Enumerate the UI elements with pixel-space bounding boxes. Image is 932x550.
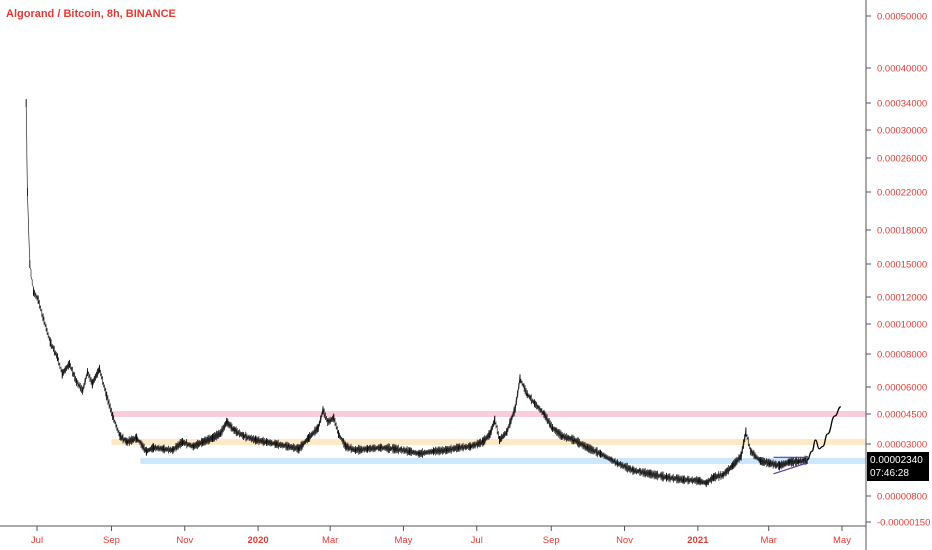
price-tick-label: 0.00022000	[877, 188, 927, 199]
price-tick-label: 0.00034000	[877, 99, 927, 110]
support-resistance-zones	[111, 411, 866, 464]
last-price-value: 0.00002340	[870, 455, 923, 466]
price-tick-label: 0.00018000	[877, 226, 927, 237]
price-tick-label: 0.00050000	[877, 12, 927, 23]
time-tick-label: Nov	[616, 535, 633, 546]
price-series-line	[25, 99, 808, 487]
price-tick-label: 0.00015000	[877, 260, 927, 271]
bar-countdown: 07:46:28	[870, 468, 909, 479]
triangle-pattern-lines	[773, 456, 807, 475]
support-resistance-zone	[111, 411, 866, 417]
price-tick-label: -0.00000150	[877, 518, 930, 529]
price-tick-label: 0.00010000	[877, 320, 927, 331]
price-tick-label: 0.00030000	[877, 126, 927, 137]
time-tick-label: May	[394, 535, 412, 546]
time-tick-label: Sep	[103, 535, 120, 546]
price-tick-label: 0.00000800	[877, 492, 927, 503]
time-tick-label: Mar	[322, 535, 338, 546]
price-tick-label: 0.00003000	[877, 440, 927, 451]
last-price-badge: 0.00002340 07:46:28	[867, 452, 929, 481]
projection-path	[806, 406, 842, 461]
price-axis-ticks: 0.00050000 0.00040000 0.00034000 0.00030000…	[866, 12, 930, 529]
price-series-layer	[25, 99, 808, 488]
time-tick-label: Nov	[176, 535, 193, 546]
time-tick-label: Jul	[471, 535, 483, 546]
chart-title: Algorand / Bitcoin, 8h, BINANCE	[6, 8, 176, 20]
time-tick-label: 2021	[687, 535, 709, 546]
projection-layer	[806, 406, 842, 461]
support-resistance-zone	[111, 439, 866, 445]
triangle-lower-line	[773, 462, 807, 475]
price-tick-label: 0.00040000	[877, 64, 927, 75]
time-axis-ticks: Jul Sep Nov 2020 Mar May Jul Sep Nov 2021 Mar May	[31, 526, 851, 546]
price-tick-label: 0.00004500	[877, 410, 927, 421]
time-tick-label: 2020	[248, 535, 269, 546]
price-tick-label: 0.00006000	[877, 383, 927, 394]
time-tick-label: Jul	[31, 535, 43, 546]
price-tick-label: 0.00012000	[877, 293, 927, 304]
support-resistance-zone	[140, 457, 866, 464]
price-tick-label: 0.00008000	[877, 350, 927, 361]
time-tick-label: May	[833, 535, 851, 546]
time-tick-label: Sep	[543, 535, 560, 546]
price-tick-label: 0.00026000	[877, 154, 927, 165]
time-tick-label: Mar	[761, 535, 777, 546]
